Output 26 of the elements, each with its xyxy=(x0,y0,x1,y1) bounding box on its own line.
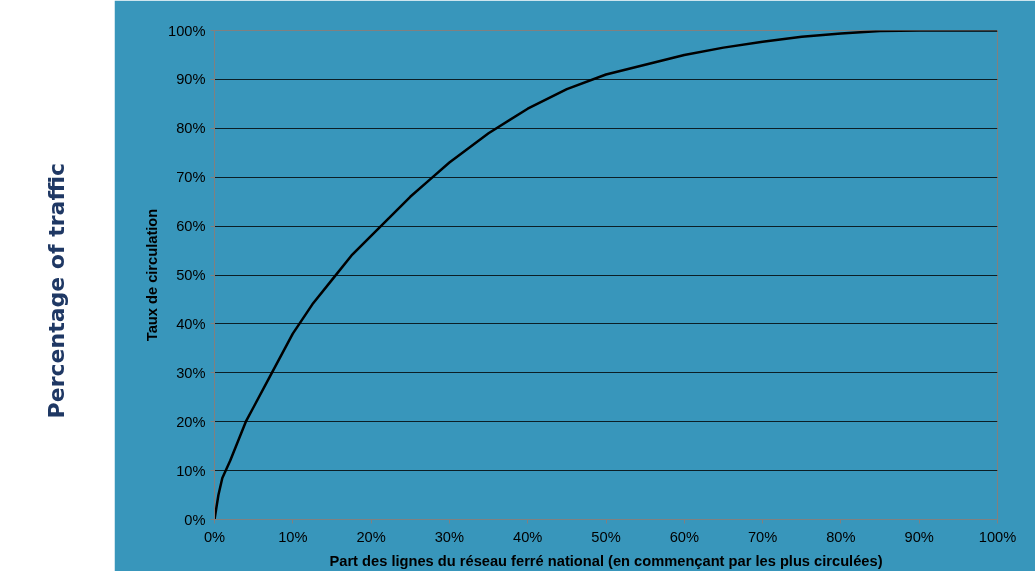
x-axis-title: Part des lignes du réseau ferré national (en commençant par les plus circulées) xyxy=(329,552,883,569)
line-series xyxy=(214,30,998,520)
x-tick-label: 80% xyxy=(826,528,856,545)
x-tick-label: 30% xyxy=(434,528,465,545)
y-tick-label: 70% xyxy=(176,169,206,186)
y-tick-label: 90% xyxy=(176,71,206,88)
y-tick-label: 50% xyxy=(176,267,206,283)
x-tick-label: 10% xyxy=(278,528,308,545)
x-tick-label: 20% xyxy=(356,528,386,545)
y-tick-label: 100% xyxy=(168,22,206,39)
y-tick-label: 40% xyxy=(176,315,206,332)
y-tick-label: 60% xyxy=(176,218,206,235)
y-tick-label: 30% xyxy=(176,364,206,381)
y-tick-label: 10% xyxy=(176,462,206,479)
x-tick-label: 90% xyxy=(904,528,934,545)
x-tick-label: 60% xyxy=(669,528,699,545)
text: Percentage of traffic xyxy=(43,162,71,419)
x-tick-label: 40% xyxy=(513,528,543,545)
x-tick-label: 100% xyxy=(978,528,1017,545)
x-tick-label: 0% xyxy=(203,528,226,545)
y-tick-label: 20% xyxy=(176,413,206,430)
y-tick-label: 0% xyxy=(184,511,206,528)
x-tick-label: 70% xyxy=(747,528,778,545)
x-tick-label: 50% xyxy=(591,528,621,545)
y-tick-label: 80% xyxy=(176,120,206,137)
y-axis-title: Taux de circulation xyxy=(144,208,161,342)
